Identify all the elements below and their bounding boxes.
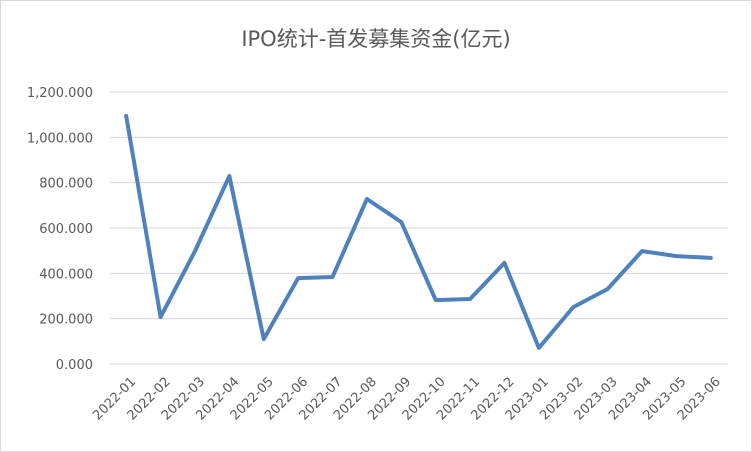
y-tick-label: 600.000 (39, 222, 93, 237)
y-tick-label: 0.000 (56, 358, 93, 373)
y-tick-label: 200.000 (39, 313, 93, 328)
y-tick-label: 1,200.000 (27, 86, 93, 101)
y-tick-label: 400.000 (39, 267, 93, 282)
y-tick-label: 1,000.000 (27, 131, 93, 146)
chart-title: IPO统计-首发募集资金(亿元) (241, 27, 510, 51)
y-tick-label: 800.000 (39, 177, 93, 192)
data-line (124, 114, 713, 350)
